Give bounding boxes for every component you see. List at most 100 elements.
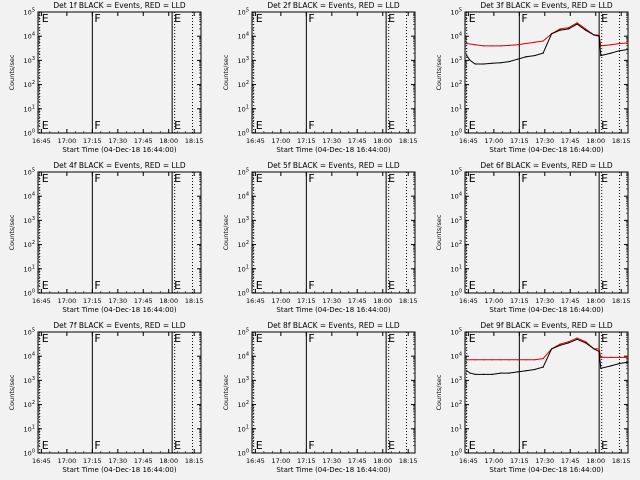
lld-data-point: [534, 41, 536, 43]
y-tick-label: 103: [24, 56, 35, 65]
time-marker-label-top: E: [42, 332, 49, 345]
events-data-point: [600, 54, 602, 57]
time-marker-label: E: [256, 279, 263, 292]
events-data-point: [542, 52, 544, 54]
x-axis-label: Start Time (04-Dec-18 16:44:00): [489, 306, 603, 314]
panel-det6: Det 6f BLACK = Events, RED = LLD 100 101 10…: [435, 161, 631, 314]
events-data-point: [593, 34, 595, 36]
plot-frame: [251, 171, 416, 294]
lld-data-point: [525, 359, 527, 361]
y-tick-label: 100: [451, 129, 462, 138]
plot-frame: [37, 11, 202, 134]
lld-data-point: [474, 44, 476, 46]
plot-frame: [37, 171, 202, 294]
x-tick-label: 18:15: [185, 297, 204, 305]
panel-title: Det 8f BLACK = Events, RED = LLD: [267, 321, 400, 330]
y-tick-label: 102: [24, 400, 35, 409]
lld-data-point: [500, 359, 502, 361]
panel-det3: Det 3f BLACK = Events, RED = LLD 100 101 10…: [435, 1, 631, 154]
plot-frame: [37, 331, 202, 454]
x-tick-label: 16:45: [459, 457, 478, 465]
events-data-point: [500, 372, 502, 374]
time-marker-label-top: E: [256, 172, 263, 185]
events-data-point: [627, 48, 629, 51]
x-tick-label: 17:00: [484, 297, 503, 305]
time-marker-label: F: [521, 439, 527, 452]
x-tick-label: 18:15: [399, 457, 418, 465]
y-tick-label: 104: [24, 192, 35, 201]
plot-frame: [251, 331, 416, 454]
x-tick-label: 17:15: [510, 137, 529, 145]
events-data-point: [550, 348, 553, 350]
time-marker-label: E: [388, 119, 395, 132]
y-tick-label: 105: [238, 328, 249, 337]
x-tick-label: 18:00: [586, 297, 605, 305]
time-marker-label: F: [94, 439, 100, 452]
x-tick-label: 18:15: [185, 137, 204, 145]
y-axis-label: Counts/sec: [222, 214, 230, 250]
events-data-point: [598, 350, 600, 352]
x-tick-label: 18:15: [612, 297, 631, 305]
events-data-point: [618, 362, 621, 365]
events-series-line: [466, 23, 629, 65]
time-marker-label-top: F: [308, 12, 314, 25]
time-marker-label-top: E: [174, 332, 181, 345]
lld-data-point: [517, 359, 519, 361]
y-tick-label: 103: [451, 216, 462, 225]
lld-data-point: [534, 359, 536, 361]
x-tick-label: 17:30: [322, 137, 341, 145]
x-tick-label: 16:45: [32, 457, 51, 465]
y-tick-label: 105: [451, 8, 462, 17]
x-tick-label: 17:15: [83, 457, 102, 465]
y-tick-label: 100: [238, 289, 249, 298]
plot-frame: [251, 11, 416, 134]
events-data-point: [567, 28, 570, 30]
events-data-point: [491, 62, 493, 64]
x-tick-label: 18:15: [399, 297, 418, 305]
lld-data-point: [525, 42, 527, 45]
y-tick-label: 105: [238, 168, 249, 177]
y-tick-label: 103: [238, 216, 249, 225]
time-marker-label-top: F: [308, 172, 314, 185]
time-marker-label-top: F: [521, 332, 527, 345]
time-marker-label: F: [308, 279, 314, 292]
time-marker-label: E: [388, 439, 395, 452]
lld-data-point: [483, 45, 485, 47]
time-marker-label: E: [174, 279, 181, 292]
lld-data-point: [600, 356, 602, 359]
x-tick-label: 17:30: [108, 137, 127, 145]
events-data-point: [593, 348, 595, 350]
y-tick-label: 100: [238, 129, 249, 138]
lld-data-point: [483, 359, 485, 361]
y-tick-label: 100: [451, 449, 462, 458]
panel-title: Det 4f BLACK = Events, RED = LLD: [53, 161, 186, 170]
x-tick-label: 17:00: [57, 137, 76, 145]
events-data-point: [559, 29, 561, 31]
x-tick-label: 17:45: [348, 137, 367, 145]
y-tick-label: 102: [24, 240, 35, 249]
events-data-point: [567, 342, 570, 344]
x-tick-label: 17:15: [297, 137, 316, 145]
y-tick-label: 104: [451, 352, 462, 361]
time-marker-label: F: [94, 279, 100, 292]
y-tick-label: 101: [238, 104, 249, 113]
y-tick-label: 102: [238, 80, 249, 89]
x-tick-label: 17:00: [57, 457, 76, 465]
time-marker-label: F: [94, 119, 100, 132]
time-marker-label: F: [521, 119, 527, 132]
lld-data-point: [542, 40, 544, 42]
y-tick-label: 103: [24, 216, 35, 225]
x-tick-label: 18:00: [373, 137, 392, 145]
x-axis-label: Start Time (04-Dec-18 16:44:00): [276, 306, 390, 314]
x-tick-label: 17:00: [271, 457, 290, 465]
x-tick-label: 17:45: [348, 457, 367, 465]
events-data-point: [517, 371, 519, 373]
lld-data-point: [627, 42, 629, 44]
y-tick-label: 105: [238, 8, 249, 17]
y-tick-label: 103: [238, 376, 249, 385]
time-marker-label-top: E: [388, 172, 395, 185]
time-marker-label: E: [42, 439, 49, 452]
x-tick-label: 18:00: [159, 297, 178, 305]
time-marker-label: E: [42, 119, 49, 132]
